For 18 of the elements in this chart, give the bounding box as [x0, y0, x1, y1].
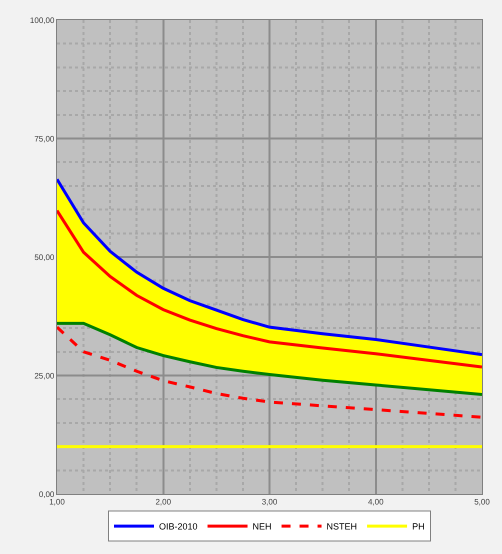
line-series — [57, 326, 482, 419]
line-series — [57, 322, 482, 396]
y-tick-label: 0,00 — [38, 490, 55, 499]
x-tick-label: 5,00 — [474, 498, 490, 507]
y-tick-label: 25,00 — [34, 371, 55, 380]
legend-label: PH — [412, 522, 425, 532]
y-tick-label: 50,00 — [34, 252, 55, 262]
legend-label: NEH — [252, 522, 272, 532]
x-tick-label: 2,00 — [155, 498, 172, 507]
x-tick-label: 3,00 — [262, 498, 278, 507]
y-tick-label: 100,00 — [30, 16, 55, 25]
legend-label: OIB-2010 — [159, 522, 198, 532]
x-tick-label: 1,00 — [49, 498, 66, 507]
line-series — [57, 178, 482, 356]
legend-label: NSTEH — [326, 522, 358, 532]
line-series — [57, 209, 482, 368]
y-tick-label: 75,00 — [34, 134, 55, 144]
x-tick-label: 4,00 — [368, 498, 384, 507]
